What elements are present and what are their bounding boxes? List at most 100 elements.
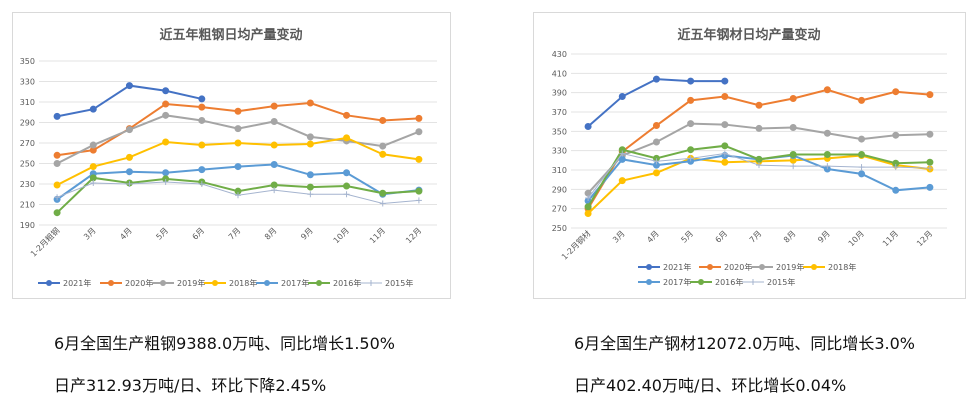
data-point xyxy=(789,151,797,159)
crude-steel-chart: 近五年粗钢日均产量变动 190 210 230 250 270 290 310 330 350 1-… xyxy=(20,27,437,288)
legend-item: 2016年 xyxy=(308,278,361,288)
x-tick-label: 6月 xyxy=(714,229,730,245)
data-point xyxy=(270,161,278,169)
legend-marker xyxy=(707,264,713,270)
x-tick-label: 3月 xyxy=(82,226,98,242)
data-point xyxy=(270,102,278,110)
data-point xyxy=(823,86,831,94)
legend-item: 2018年 xyxy=(204,278,257,288)
data-point xyxy=(756,162,762,169)
data-point xyxy=(858,135,866,143)
legend-item: 2017年 xyxy=(638,277,691,287)
x-tick-label: 11月 xyxy=(368,226,387,245)
x-tick-label: 4月 xyxy=(118,226,134,242)
data-point xyxy=(687,155,694,162)
data-point xyxy=(343,134,351,142)
data-point xyxy=(687,77,695,85)
data-point xyxy=(89,105,97,113)
data-point xyxy=(162,138,170,146)
data-point xyxy=(721,93,729,101)
x-tick-label: 10月 xyxy=(332,226,351,245)
data-point xyxy=(926,165,933,172)
legend-item: 2020年 xyxy=(100,278,153,288)
x-tick-label: 11月 xyxy=(881,229,900,248)
data-point xyxy=(53,181,61,189)
data-point xyxy=(619,150,626,157)
y-tick-label: 410 xyxy=(552,69,567,78)
data-point xyxy=(789,123,797,131)
steel-products-chart-panel: 近五年钢材日均产量变动 250 270 290 310 330 350 370 390 410 43… xyxy=(533,12,966,299)
x-tick-label: 12月 xyxy=(404,226,423,245)
data-point xyxy=(858,170,866,178)
legend-item: 2019年 xyxy=(751,262,804,272)
data-point xyxy=(584,123,592,130)
x-tick-label: 8月 xyxy=(263,226,279,242)
data-point xyxy=(652,122,660,130)
legend-label: 2018年 xyxy=(828,262,856,272)
data-point xyxy=(162,111,170,119)
data-point xyxy=(53,160,61,167)
series-line xyxy=(56,84,203,118)
legend-marker xyxy=(759,264,765,270)
data-point xyxy=(343,111,351,119)
x-tick-label: 3月 xyxy=(611,229,627,245)
y-tick-label: 230 xyxy=(20,180,35,189)
x-tick-label: 6月 xyxy=(191,226,207,242)
data-point xyxy=(198,181,205,187)
data-point xyxy=(125,126,133,134)
y-tick-label: 290 xyxy=(20,119,35,128)
data-point xyxy=(270,181,278,189)
data-point xyxy=(858,151,866,159)
data-point xyxy=(198,103,206,111)
data-point xyxy=(584,210,592,217)
x-tick-label: 1-2月钢材 xyxy=(559,228,592,261)
data-point xyxy=(721,158,729,166)
data-point xyxy=(162,169,170,177)
data-point xyxy=(89,141,97,149)
data-point xyxy=(235,192,241,199)
data-point xyxy=(234,125,242,133)
y-tick-label: 270 xyxy=(552,205,567,214)
legend-label: 2016年 xyxy=(715,277,743,287)
x-tick-label: 9月 xyxy=(299,226,315,242)
data-point xyxy=(721,142,729,150)
legend-label: 2016年 xyxy=(333,278,361,288)
data-point xyxy=(415,128,423,136)
legend-label: 2018年 xyxy=(229,278,257,288)
y-tick-label: 190 xyxy=(20,221,35,230)
y-tick-label: 330 xyxy=(20,78,35,87)
data-point xyxy=(415,155,423,163)
crude-steel-chart-panel: 近五年粗钢日均产量变动 190 210 230 250 270 290 310 330 350 1-… xyxy=(12,12,451,299)
legend-marker xyxy=(264,280,270,286)
data-point xyxy=(162,100,170,108)
data-point xyxy=(926,91,934,99)
legend-marker xyxy=(316,280,322,286)
data-point xyxy=(270,117,278,125)
x-tick-label: 7月 xyxy=(748,229,764,245)
data-point xyxy=(789,94,797,102)
data-point xyxy=(858,164,865,171)
y-tick-label: 250 xyxy=(20,160,35,169)
y-tick-label: 290 xyxy=(552,185,567,194)
data-point xyxy=(618,177,626,185)
x-tick-label: 7月 xyxy=(227,226,243,242)
data-point xyxy=(892,186,900,194)
data-point xyxy=(306,140,314,148)
data-point xyxy=(584,203,592,211)
data-point xyxy=(618,155,626,163)
x-tick-label: 1-2月粗钢 xyxy=(28,225,61,258)
data-point xyxy=(926,183,934,191)
legend-label: 2021年 xyxy=(63,278,91,288)
data-point xyxy=(234,107,242,115)
legend-item: 2020年 xyxy=(699,262,752,272)
data-point xyxy=(270,141,278,149)
data-point xyxy=(271,187,278,194)
data-point xyxy=(198,116,206,124)
data-point xyxy=(721,150,728,157)
data-point xyxy=(379,116,387,124)
data-point xyxy=(379,150,387,158)
data-point xyxy=(90,179,97,186)
y-tick-label: 430 xyxy=(552,50,567,59)
data-point xyxy=(54,194,61,201)
data-point xyxy=(89,163,97,171)
